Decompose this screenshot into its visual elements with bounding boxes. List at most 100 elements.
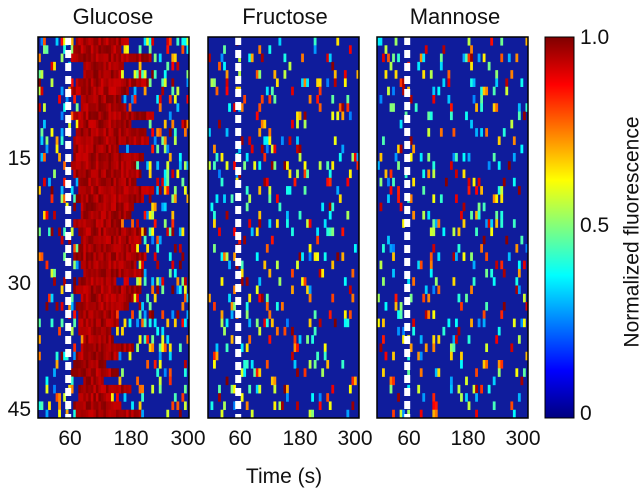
heatmap-cell — [298, 210, 302, 220]
heatmap-cell — [110, 169, 114, 179]
heatmap-cell — [485, 268, 489, 278]
heatmap-cell — [505, 235, 509, 245]
heatmap-cell — [432, 227, 436, 237]
heatmap-cell — [336, 37, 340, 46]
heatmap-cell — [133, 86, 137, 96]
heatmap-cell — [121, 37, 124, 46]
heatmap-cell — [208, 293, 211, 303]
heatmap-cell — [128, 227, 132, 237]
heatmap-cell — [123, 384, 127, 394]
heatmap-cell — [116, 136, 119, 145]
heatmap-cell — [417, 61, 421, 71]
heatmap-cell — [392, 86, 395, 96]
heatmap-cell — [110, 268, 114, 278]
heatmap-cell — [278, 37, 282, 46]
heatmap-cell — [331, 227, 335, 237]
heatmap-cell — [85, 37, 89, 46]
heatmap-cell — [126, 119, 129, 129]
heatmap-cell — [93, 136, 97, 145]
heatmap-cell — [171, 169, 175, 179]
heatmap-cell — [497, 360, 501, 369]
heatmap-cell — [429, 268, 433, 278]
heatmap-cell — [138, 152, 142, 162]
heatmap-cell — [243, 235, 247, 245]
heatmap-cell — [103, 161, 107, 170]
heatmap-cell — [515, 285, 519, 295]
heatmap-cell — [83, 310, 87, 319]
heatmap-cell — [133, 136, 137, 145]
heatmap-cell — [113, 285, 117, 295]
heatmap-cell — [303, 277, 307, 286]
heatmap-cell — [103, 128, 107, 137]
heatmap-cell — [90, 37, 94, 46]
heatmap-cell — [525, 351, 529, 361]
heatmap-cell — [308, 360, 312, 369]
heatmap-cell — [121, 227, 124, 237]
heatmap-cell — [121, 343, 124, 353]
heatmap-cell — [60, 37, 64, 46]
heatmap-cell — [93, 177, 97, 187]
heatmap-cell — [123, 53, 127, 63]
heatmap-cell — [98, 318, 102, 328]
heatmap-cell — [133, 293, 137, 303]
heatmap-cell — [93, 368, 97, 377]
heatmap-cell — [183, 119, 187, 129]
heatmap-cell — [520, 144, 524, 154]
heatmap-cell — [80, 227, 84, 237]
heatmap-cell — [83, 252, 87, 261]
heatmap-cell — [60, 302, 64, 311]
heatmap-cell — [105, 53, 109, 63]
heatmap-cell — [138, 335, 142, 344]
heatmap-cell — [293, 177, 297, 187]
heatmap-cell — [492, 194, 496, 203]
heatmap-cell — [100, 86, 104, 96]
heatmap-cell — [485, 86, 489, 96]
heatmap-cell — [83, 293, 87, 303]
heatmap-cell — [218, 384, 221, 394]
heatmap-cell — [275, 260, 279, 270]
heatmap-cell — [128, 318, 132, 328]
heatmap-cell — [485, 360, 489, 369]
heatmap-cell — [73, 310, 77, 319]
heatmap-cell — [90, 78, 94, 87]
heatmap-cell — [141, 186, 144, 195]
heatmap-cell — [63, 45, 66, 54]
heatmap-cell — [268, 310, 272, 319]
heatmap-cell — [88, 136, 92, 145]
heatmap-cell — [98, 310, 102, 319]
heatmap-cell — [133, 285, 137, 295]
heatmap-cell — [151, 235, 155, 245]
heatmap-cell — [258, 128, 262, 137]
heatmap-cell — [131, 252, 134, 261]
heatmap-cell — [460, 351, 463, 361]
heatmap-cell — [98, 219, 102, 228]
heatmap-cell — [98, 260, 102, 270]
heatmap-cell — [250, 360, 254, 369]
heatmap-cell — [126, 277, 129, 286]
heatmap-cell — [258, 103, 262, 112]
heatmap-cell — [480, 244, 483, 253]
heatmap-cell — [98, 37, 102, 46]
heatmap-cell — [103, 326, 107, 336]
heatmap-cell — [90, 277, 94, 286]
heatmap-cell — [485, 128, 489, 137]
heatmap-cell — [156, 144, 160, 154]
heatmap-cell — [178, 260, 182, 270]
heatmap-cell — [108, 210, 112, 220]
heatmap-cell — [502, 128, 506, 137]
heatmap-cell — [90, 384, 94, 394]
heatmap-cell — [85, 409, 89, 419]
heatmap-cell — [38, 401, 41, 411]
heatmap-cell — [133, 128, 137, 137]
heatmap-cell — [455, 252, 458, 261]
heatmap-cell — [70, 78, 74, 87]
heatmap-cell — [98, 161, 102, 170]
heatmap-cell — [90, 194, 94, 203]
heatmap-cell — [75, 177, 79, 187]
heatmap-cell — [118, 268, 122, 278]
heatmap-cell — [63, 177, 66, 187]
heatmap-cell — [143, 318, 147, 328]
heatmap-cell — [100, 144, 104, 154]
heatmap-cell — [88, 169, 92, 179]
heatmap-cell — [100, 136, 104, 145]
